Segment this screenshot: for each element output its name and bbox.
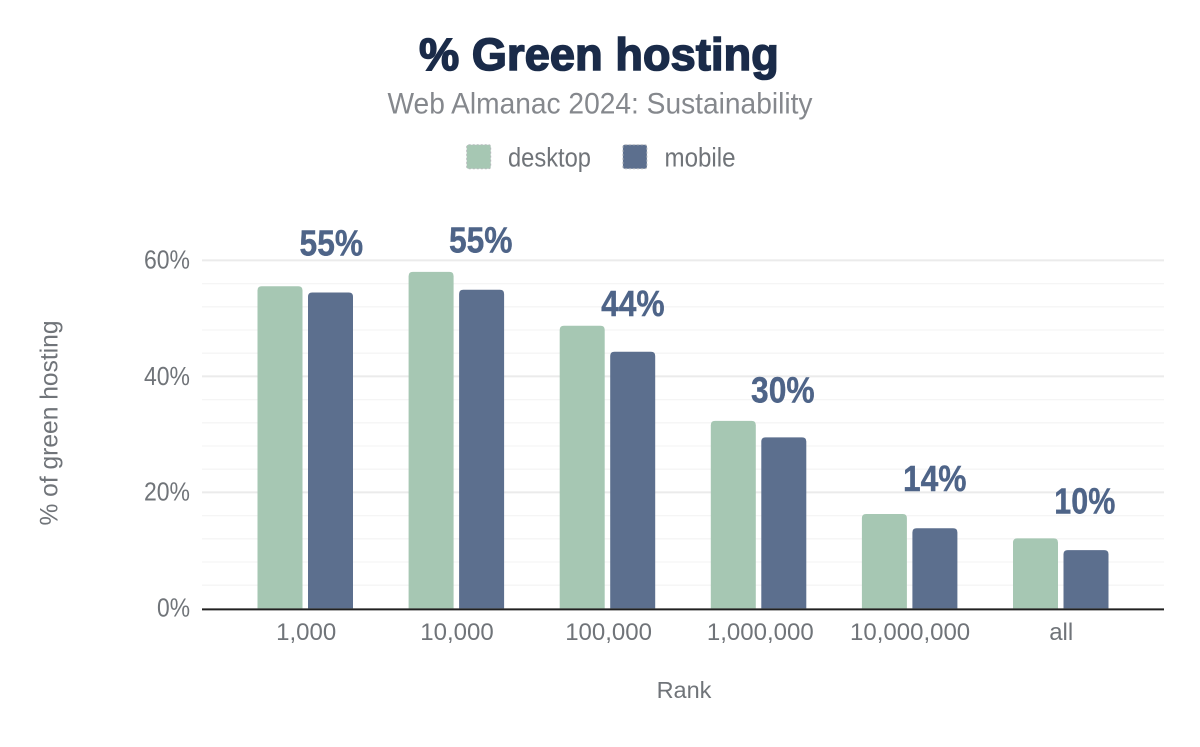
svg-text:1,000,000: 1,000,000 xyxy=(707,619,814,646)
svg-text:Web Almanac 2024: Sustainabili: Web Almanac 2024: Sustainability xyxy=(388,88,813,121)
svg-text:all: all xyxy=(1049,619,1073,646)
svg-text:20%: 20% xyxy=(144,479,190,507)
svg-text:14%: 14% xyxy=(903,458,967,499)
svg-text:40%: 40% xyxy=(144,363,190,391)
svg-text:mobile: mobile xyxy=(665,143,736,173)
svg-text:% of green hosting: % of green hosting xyxy=(37,320,64,525)
svg-text:100,000: 100,000 xyxy=(565,619,652,646)
svg-text:10%: 10% xyxy=(1054,480,1115,521)
svg-text:10,000: 10,000 xyxy=(420,619,493,646)
svg-text:10,000,000: 10,000,000 xyxy=(850,619,970,646)
svg-text:44%: 44% xyxy=(601,283,665,324)
svg-text:desktop: desktop xyxy=(508,143,591,173)
svg-text:Rank: Rank xyxy=(657,677,712,703)
svg-text:60%: 60% xyxy=(144,247,190,275)
svg-text:% Green hosting: % Green hosting xyxy=(419,29,779,80)
svg-text:55%: 55% xyxy=(449,219,513,260)
svg-text:1,000: 1,000 xyxy=(276,619,336,646)
svg-text:30%: 30% xyxy=(751,370,815,411)
svg-text:0%: 0% xyxy=(157,595,190,623)
svg-text:55%: 55% xyxy=(300,222,364,263)
